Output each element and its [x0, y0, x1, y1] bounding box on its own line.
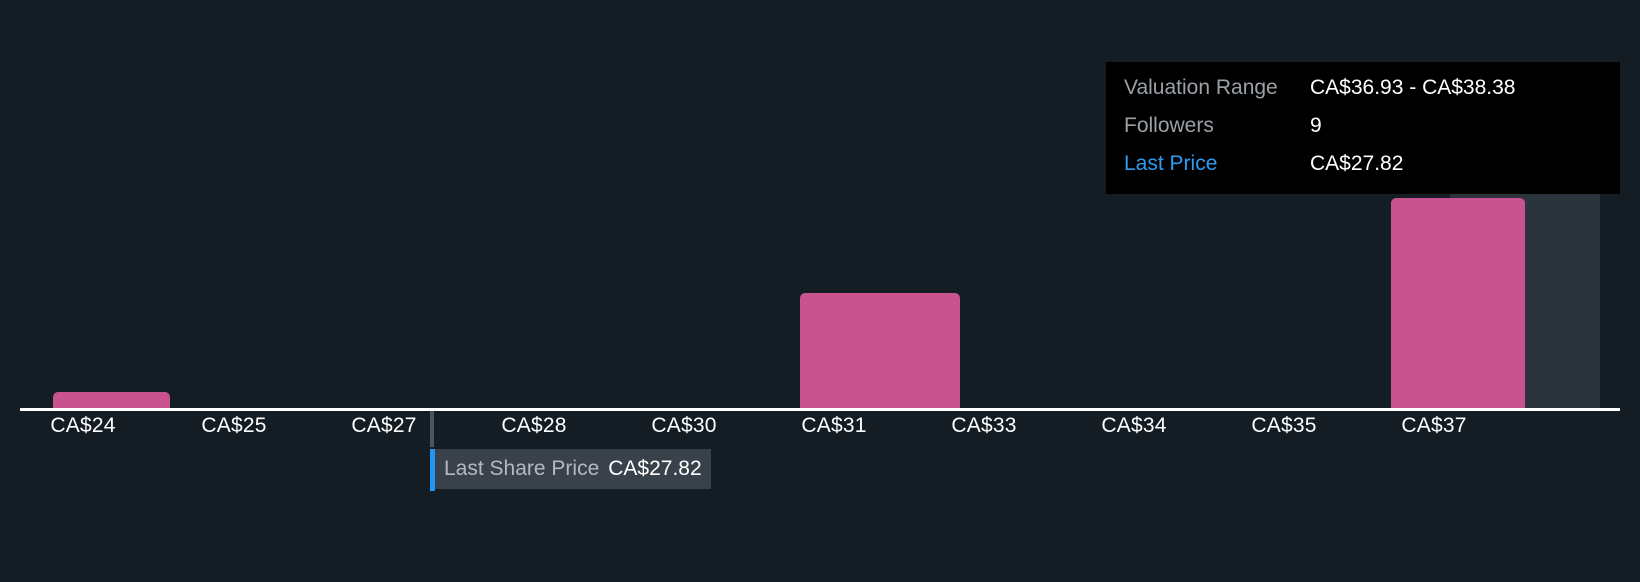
axis-tick-label-4: CA$30 — [651, 414, 717, 437]
tooltip-row-followers: Followers 9 — [1124, 114, 1602, 152]
tooltip-key-last-price: Last Price — [1124, 152, 1218, 175]
bar-ca24[interactable] — [53, 392, 170, 410]
axis-tick-label-8: CA$35 — [1251, 414, 1317, 437]
axis-tick-label-1: CA$25 — [201, 414, 267, 437]
last-share-price-callout[interactable]: Last Share Price CA$27.82 — [435, 449, 711, 489]
tooltip-value-valuation-range: CA$36.93 - CA$38.38 — [1310, 76, 1516, 99]
tooltip-key-valuation-range: Valuation Range — [1124, 76, 1278, 99]
tooltip-key-followers: Followers — [1124, 114, 1214, 137]
tooltip-value-last-price: CA$27.82 — [1310, 152, 1404, 175]
tooltip-value-followers: 9 — [1310, 114, 1322, 137]
last-price-marker-line-upper — [430, 411, 434, 447]
axis-tick-label-6: CA$33 — [951, 414, 1017, 437]
bar-ca31[interactable] — [800, 293, 960, 410]
last-share-price-label: Last Share Price — [444, 457, 600, 480]
axis-tick-label-5: CA$31 — [801, 414, 867, 437]
axis-tick-label-2: CA$27 — [351, 414, 417, 437]
axis-tick-label-7: CA$34 — [1101, 414, 1167, 437]
chart-tooltip: Valuation Range CA$36.93 - CA$38.38 Foll… — [1106, 62, 1620, 194]
last-share-price-value: CA$27.82 — [608, 457, 702, 480]
axis-baseline — [20, 408, 1620, 411]
tooltip-row-valuation-range: Valuation Range CA$36.93 - CA$38.38 — [1124, 76, 1602, 114]
axis-tick-label-3: CA$28 — [501, 414, 567, 437]
tooltip-row-last-price: Last Price CA$27.82 — [1124, 152, 1602, 190]
axis-tick-label-0: CA$24 — [50, 414, 116, 437]
axis-tick-label-9: CA$37 — [1401, 414, 1467, 437]
last-price-marker-line-lower — [430, 449, 435, 491]
bar-ca37[interactable] — [1391, 198, 1525, 410]
